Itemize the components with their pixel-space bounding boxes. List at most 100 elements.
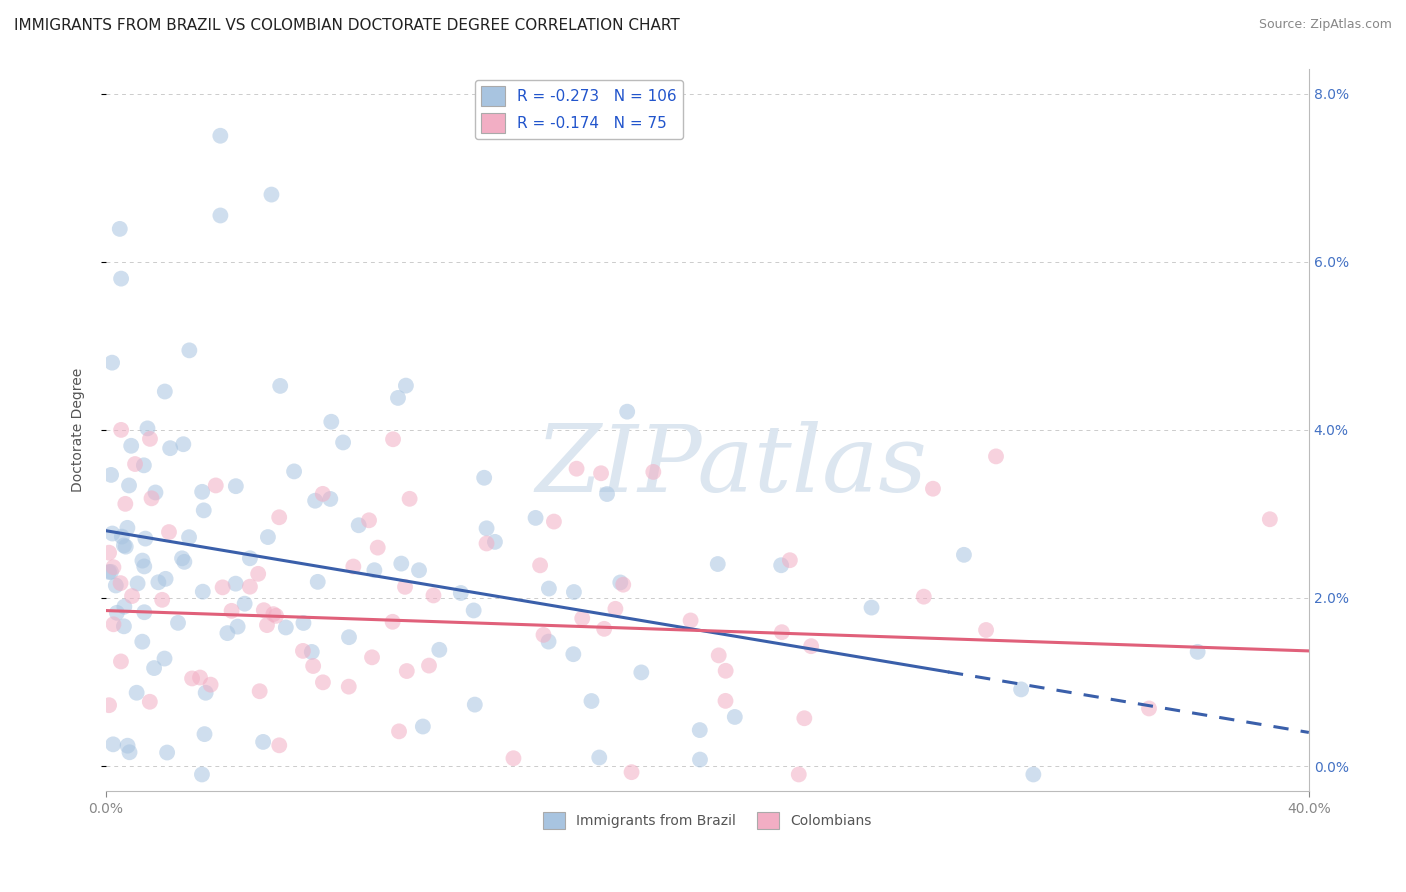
Point <box>472 471 495 485</box>
Point <box>412 719 434 733</box>
Point <box>398 491 420 506</box>
Point <box>98 565 121 579</box>
Point <box>269 379 291 393</box>
Point <box>239 580 262 594</box>
Point <box>588 750 610 764</box>
Point <box>562 585 585 599</box>
Point <box>689 723 711 737</box>
Point <box>565 461 588 475</box>
Point <box>388 724 411 739</box>
Point <box>136 421 159 435</box>
Point <box>408 563 430 577</box>
Point <box>418 658 440 673</box>
Point <box>100 467 122 482</box>
Point <box>101 737 124 751</box>
Point <box>689 753 711 767</box>
Point <box>112 619 135 633</box>
Point <box>422 589 444 603</box>
Point <box>381 615 404 629</box>
Point <box>484 534 506 549</box>
Point <box>110 271 132 285</box>
Point <box>264 608 287 623</box>
Point <box>319 491 342 506</box>
Point <box>159 441 181 455</box>
Point <box>292 615 315 630</box>
Point <box>104 578 127 592</box>
Point <box>974 623 997 637</box>
Point <box>616 405 638 419</box>
Point <box>291 644 314 658</box>
Point <box>111 530 134 544</box>
Point <box>134 559 156 574</box>
Point <box>98 698 121 713</box>
Point <box>387 391 409 405</box>
Point <box>793 711 815 725</box>
Point <box>172 437 194 451</box>
Point <box>312 675 335 690</box>
Point <box>110 423 132 437</box>
Point <box>367 541 389 555</box>
Point <box>450 586 472 600</box>
Point <box>363 563 385 577</box>
Point <box>217 626 239 640</box>
Point <box>609 575 631 590</box>
Point <box>253 603 276 617</box>
Point <box>193 727 215 741</box>
Point <box>120 439 142 453</box>
Point <box>134 532 156 546</box>
Point <box>922 482 945 496</box>
Point <box>173 555 195 569</box>
Point <box>1137 701 1160 715</box>
Point <box>193 503 215 517</box>
Point <box>114 497 136 511</box>
Point <box>593 622 616 636</box>
Point <box>112 599 135 614</box>
Point <box>209 128 232 143</box>
Point <box>110 576 132 591</box>
Point <box>256 618 278 632</box>
Point <box>143 661 166 675</box>
Point <box>620 765 643 780</box>
Point <box>139 432 162 446</box>
Y-axis label: Doctorate Degree: Doctorate Degree <box>72 368 86 492</box>
Point <box>395 378 418 392</box>
Point <box>912 590 935 604</box>
Point <box>337 680 360 694</box>
Point <box>108 222 131 236</box>
Point <box>596 487 619 501</box>
Point <box>361 650 384 665</box>
Point <box>131 553 153 567</box>
Point <box>302 659 325 673</box>
Point <box>312 487 335 501</box>
Point <box>537 634 560 648</box>
Point <box>475 536 498 550</box>
Point <box>141 491 163 506</box>
Point <box>177 530 200 544</box>
Point <box>131 634 153 648</box>
Point <box>332 435 354 450</box>
Point <box>150 592 173 607</box>
Point <box>225 479 247 493</box>
Point <box>395 664 418 678</box>
Point <box>249 684 271 698</box>
Point <box>167 615 190 630</box>
Point <box>502 751 524 765</box>
Point <box>860 600 883 615</box>
Point <box>117 739 139 753</box>
Point <box>301 645 323 659</box>
Point <box>156 746 179 760</box>
Point <box>98 546 121 560</box>
Point <box>269 739 291 753</box>
Text: ZIPatlas: ZIPatlas <box>536 421 928 511</box>
Text: Source: ZipAtlas.com: Source: ZipAtlas.com <box>1258 18 1392 31</box>
Point <box>770 558 793 573</box>
Point <box>118 745 141 759</box>
Point <box>724 710 747 724</box>
Point <box>181 672 204 686</box>
Point <box>211 580 233 594</box>
Point <box>529 558 551 573</box>
Point <box>589 467 612 481</box>
Point <box>543 515 565 529</box>
Point <box>533 628 555 642</box>
Point <box>157 524 180 539</box>
